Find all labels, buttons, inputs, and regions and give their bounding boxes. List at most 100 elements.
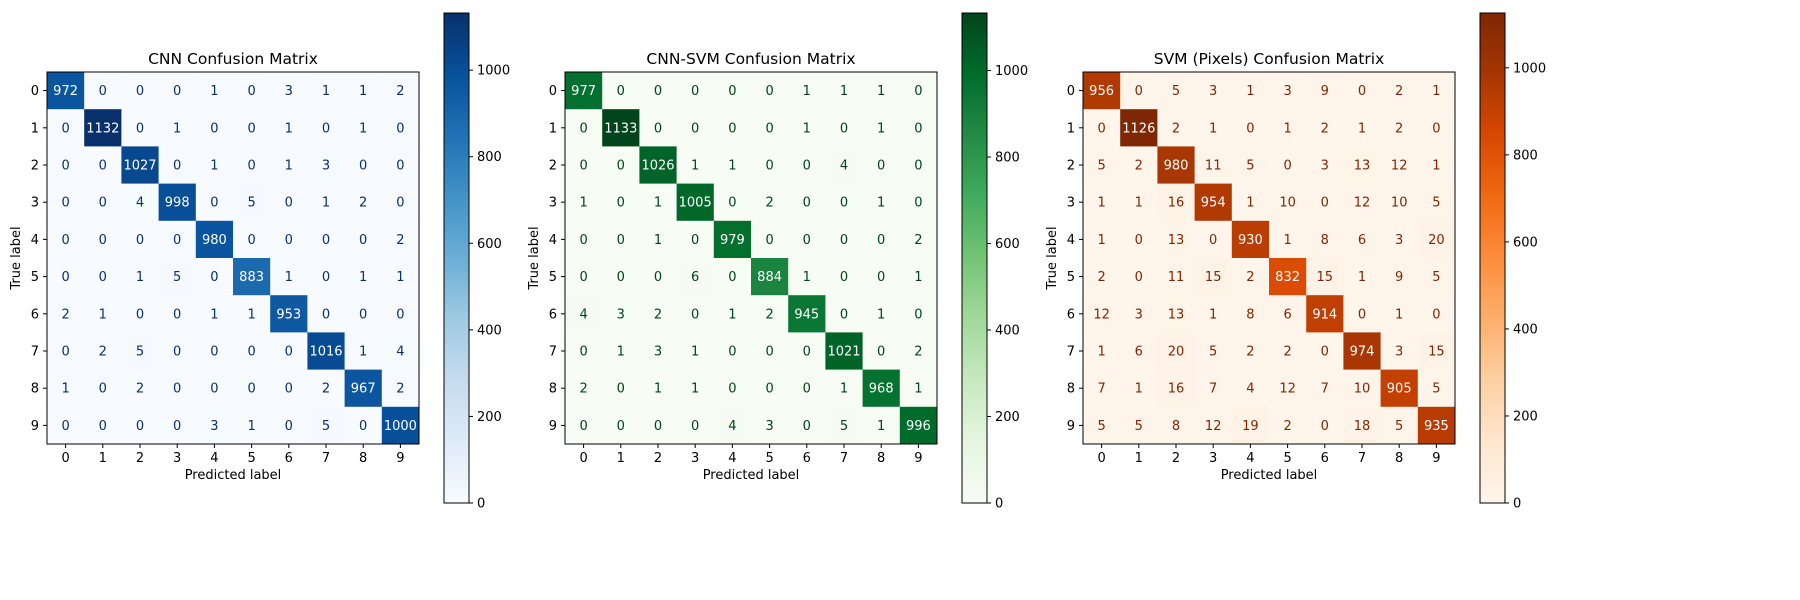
- cell-value-label: 1: [285, 270, 293, 285]
- heatmap-cell-r1-c0: [47, 109, 85, 147]
- heatmap-cell-r9-c9: [899, 406, 938, 445]
- heatmap-cell-r9-c2: [121, 406, 160, 445]
- heatmap-cell-r2-c8: [344, 146, 383, 185]
- heatmap-cell-r9-c5: [233, 406, 271, 445]
- heatmap-cell-r8-c7: [307, 369, 346, 408]
- heatmap-cell-r4-c0: [1083, 220, 1121, 259]
- cell-value-label: 1: [877, 307, 885, 322]
- cell-value-label: 8: [1321, 233, 1329, 248]
- heatmap-cell-r7-c7: [1343, 332, 1382, 371]
- y-tick-label: 0: [1067, 84, 1075, 99]
- x-tick-label: 7: [840, 451, 848, 466]
- heatmap-cell-r6-c6: [1306, 295, 1344, 333]
- heatmap-cell-r4-c3: [676, 220, 715, 259]
- heatmap-cell-r7-c0: [1083, 332, 1121, 371]
- y-tick-label: 6: [549, 307, 557, 322]
- heatmap-cell-r5-c7: [825, 258, 864, 296]
- colorbar-tick-label: 0: [995, 497, 1003, 512]
- heatmap-cell-r5-c9: [899, 258, 938, 296]
- heatmap-cell-r4-c4: [195, 220, 234, 259]
- heatmap-cell-r1-c8: [344, 109, 383, 147]
- cell-value-label: 4: [1246, 382, 1254, 397]
- y-tick-label: 0: [549, 84, 557, 99]
- cell-value-label: 0: [617, 233, 625, 248]
- heatmap-cell-r3-c1: [1120, 183, 1158, 222]
- heatmap-cell-r5-c0: [565, 258, 603, 296]
- heatmap-cell-r0-c7: [825, 72, 864, 110]
- cell-value-label: 18: [1354, 419, 1371, 434]
- cell-value-label: 2: [1135, 159, 1143, 174]
- cell-value-label: 0: [285, 233, 293, 248]
- cell-value-label: 0: [99, 84, 107, 99]
- heatmap-cell-r1-c7: [307, 109, 346, 147]
- cell-value-label: 3: [1209, 84, 1217, 99]
- cell-value-label: 5: [1209, 345, 1217, 360]
- cell-value-label: 0: [617, 382, 625, 397]
- colorbar-tick-label: 0: [1513, 497, 1521, 512]
- heatmap-cell-r5-c5: [233, 258, 271, 296]
- cell-value-label: 0: [173, 84, 181, 99]
- heatmap-cell-r2-c8: [862, 146, 901, 185]
- y-tick-label: 7: [549, 345, 557, 360]
- heatmap-cells: [1083, 72, 1456, 445]
- heatmap-cell-r2-c7: [825, 146, 864, 185]
- heatmap-cell-r5-c1: [602, 258, 640, 296]
- heatmap-cell-r0-c6: [270, 72, 308, 110]
- cell-value-label: 0: [1283, 159, 1291, 174]
- cell-value-label: 2: [1321, 121, 1329, 136]
- heatmap-cell-r0-c7: [1343, 72, 1382, 110]
- heatmap-cell-r6-c7: [307, 295, 346, 333]
- heatmap-cell-r7-c5: [1269, 332, 1307, 371]
- heatmap-cell-r7-c3: [158, 332, 197, 371]
- heatmap-cell-r6-c3: [158, 295, 197, 333]
- heatmap-cell-r2-c1: [84, 146, 122, 185]
- cell-value-label: 15: [1428, 345, 1445, 360]
- x-tick-label: 9: [1432, 451, 1440, 466]
- heatmap-cell-r7-c9: [1417, 332, 1456, 371]
- heatmap-cell-r6-c5: [751, 295, 789, 333]
- cell-value-label: 0: [99, 159, 107, 174]
- cell-value-label: 16: [1168, 382, 1185, 397]
- heatmap-cell-r1-c2: [121, 109, 160, 147]
- confusion-matrix-panel-0: 972 0 0 0 1 0 3 1 1 20 1132 0 1 0 0 1 0 1 00 0 1027 0 1 0 1 3 0 00 0…: [9, 12, 510, 512]
- heatmap-cell-r5-c8: [862, 258, 901, 296]
- cell-value-label: 6: [691, 270, 699, 285]
- heatmap-cell-r7-c1: [84, 332, 122, 371]
- colorbar-tick-label: 200: [1513, 409, 1538, 424]
- heatmap-cell-r6-c2: [639, 295, 678, 333]
- colorbar-tick-label: 1000: [995, 64, 1028, 79]
- cell-value-label: 5: [322, 419, 330, 434]
- cell-value-label: 0: [840, 196, 848, 211]
- cell-value-label: 1: [691, 382, 699, 397]
- x-axis-label: Predicted label: [185, 468, 282, 483]
- heatmap-cell-r3-c6: [788, 183, 826, 222]
- heatmap-cell-r7-c4: [1231, 332, 1270, 371]
- heatmap-cell-r8-c7: [825, 369, 864, 408]
- colorbar: 0 200 400 600 800 1000: [443, 12, 510, 512]
- cell-value-label: 2: [61, 307, 69, 322]
- cell-value-label: 956: [1089, 84, 1114, 99]
- heatmap-cell-r2-c8: [1380, 146, 1419, 185]
- cell-value-label: 0: [728, 382, 736, 397]
- cell-value-label: 1: [691, 159, 699, 174]
- y-tick-label: 9: [31, 419, 39, 434]
- cell-value-label: 2: [1246, 345, 1254, 360]
- cell-value-label: 0: [877, 345, 885, 360]
- heatmap-cell-r1-c4: [1231, 109, 1270, 147]
- plot-frame: [564, 71, 938, 445]
- colorbar-tick-label: 1000: [1513, 61, 1546, 76]
- cell-value-label: 1: [1432, 84, 1440, 99]
- cell-value-label: 1: [877, 121, 885, 136]
- cell-value-label: 1: [840, 382, 848, 397]
- cell-value-label: 1: [1283, 233, 1291, 248]
- cell-value-label: 0: [617, 196, 625, 211]
- cell-value-label: 2: [654, 307, 662, 322]
- heatmap-cell-r6-c1: [602, 295, 640, 333]
- colorbar-tick-label: 800: [1513, 148, 1538, 163]
- cell-value-label: 977: [571, 84, 596, 99]
- cell-value-label: 0: [728, 121, 736, 136]
- cell-value-label: 0: [1321, 196, 1329, 211]
- cell-value-label: 0: [617, 84, 625, 99]
- colorbar-bar: [1479, 12, 1506, 504]
- heatmap-cells: [565, 72, 938, 445]
